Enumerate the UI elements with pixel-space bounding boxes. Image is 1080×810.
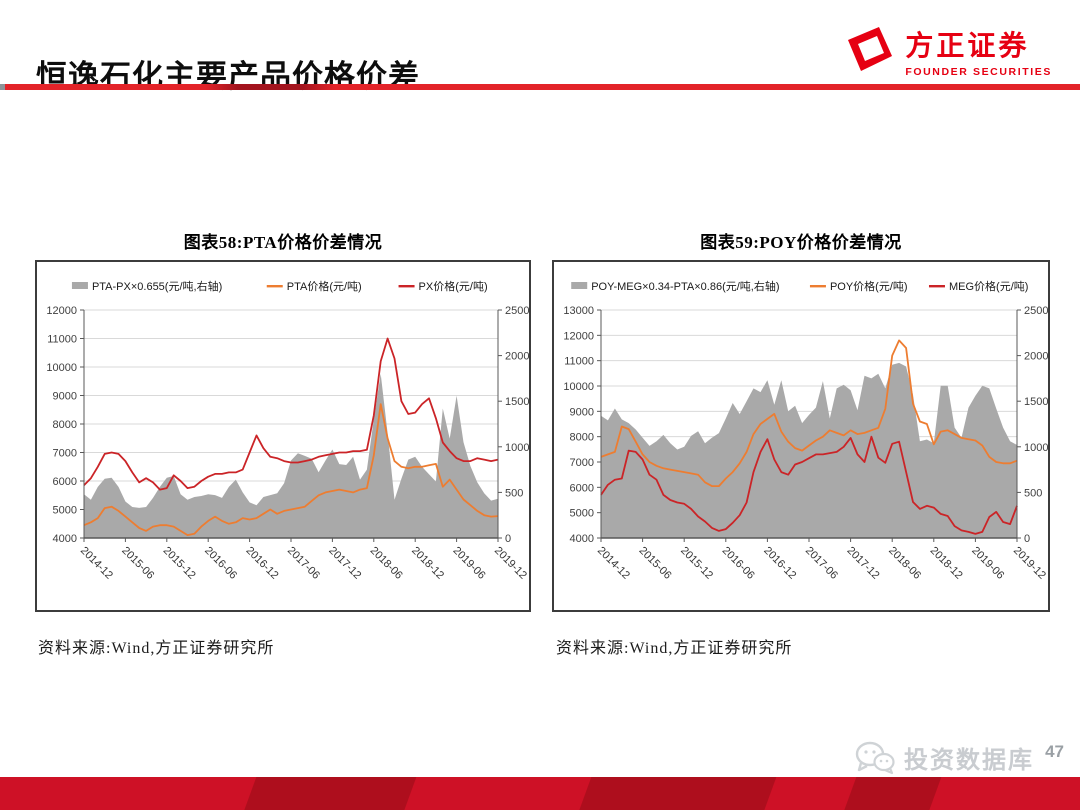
y-axis-label-right: 0 [1024, 533, 1030, 545]
logo-name-en: FOUNDER SECURITIES [905, 66, 1052, 78]
source-note-right: 资料来源:Wind,方正证券研究所 [556, 640, 793, 657]
x-tick-label: 2016-12 [243, 545, 280, 582]
y-axis-label-left: 5000 [53, 505, 77, 517]
legend-swatch [928, 285, 945, 288]
x-tick-label: 2015-12 [678, 545, 715, 582]
y-axis-label-right: 500 [505, 487, 523, 499]
x-tick-label: 2019-12 [1011, 545, 1048, 582]
watermark: 投资数据库 [854, 740, 1034, 775]
y-axis-label-right: 500 [1024, 487, 1042, 499]
y-axis-label-right: 1000 [1024, 442, 1048, 454]
y-axis-label-right: 0 [505, 533, 511, 545]
legend-label: POY价格(元/吨) [830, 279, 908, 293]
x-tick-label: 2019-12 [492, 545, 529, 582]
figure-title-pta: 图表58:PTA价格价差情况 [183, 233, 383, 252]
legend-swatch [71, 282, 88, 289]
y-axis-label-left: 7000 [53, 448, 77, 460]
x-tick-label: 2017-12 [844, 545, 881, 582]
founder-logo-icon [848, 27, 893, 71]
y-axis-label-left: 11000 [564, 356, 594, 368]
y-axis-label-right: 1500 [505, 396, 529, 408]
y-axis-label-left: 11000 [47, 334, 77, 346]
x-tick-label: 2017-12 [326, 545, 363, 582]
y-axis-label-left: 6000 [53, 476, 77, 488]
logo-text: 方正证券 FOUNDER SECURITIES [905, 24, 1052, 78]
legend-swatch [266, 285, 283, 288]
y-axis-label-left: 10000 [46, 362, 77, 374]
x-tick-label: 2017-06 [285, 545, 322, 582]
y-axis-label-left: 9000 [570, 406, 594, 418]
wechat-icon [855, 741, 895, 774]
chart-poy-canvas: 4000500060007000800090001000011000120001… [563, 279, 1048, 582]
y-axis-label-left: 9000 [53, 391, 77, 403]
legend-swatch [398, 285, 415, 288]
y-axis-label-left: 12000 [563, 330, 594, 342]
y-axis-label-right: 2000 [1024, 351, 1048, 363]
x-tick-label: 2016-12 [761, 545, 798, 582]
x-tick-label: 2015-06 [119, 545, 156, 582]
x-tick-label: 2018-12 [928, 545, 965, 582]
legend-label: POY-MEG×0.34-PTA×0.86(元/吨,右轴) [591, 279, 779, 293]
bottom-red-band [0, 777, 1080, 810]
y-axis-label-left: 6000 [570, 482, 594, 494]
y-axis-label-right: 1500 [1024, 396, 1048, 408]
legend-swatch [809, 285, 826, 288]
chart-pta-box: 4000 5000 6000 7000 8000 9000 10000 11000 12000 0… [35, 260, 531, 612]
y-axis-label-right: 2000 [505, 351, 529, 363]
x-tick-label: 2016-06 [720, 545, 757, 582]
legend-label: PTA价格(元/吨) [287, 279, 362, 293]
series-line [83, 337, 499, 491]
band-segment [576, 777, 779, 810]
y-axis-label-left: 7000 [570, 457, 594, 469]
y-axis-label-left: 10000 [563, 381, 594, 393]
y-axis-label-right: 2500 [1024, 305, 1048, 317]
series-line [83, 403, 499, 537]
x-tick-label: 2018-06 [886, 545, 923, 582]
legend-label: PTA-PX×0.655(元/吨,右轴) [92, 279, 222, 293]
series-area [601, 362, 1017, 538]
legend-swatch [571, 282, 588, 289]
page-number: 47 [1045, 742, 1064, 761]
x-tick-label: 2014-12 [595, 545, 632, 582]
band-segment [841, 777, 944, 810]
x-tick-label: 2014-12 [78, 545, 115, 582]
series-area [84, 373, 498, 538]
y-axis-label-left: 8000 [570, 432, 594, 444]
x-tick-label: 2017-06 [803, 545, 840, 582]
x-tick-label: 2019-06 [969, 545, 1006, 582]
x-tick-label: 2016-06 [202, 545, 239, 582]
y-axis-label-left: 13000 [563, 305, 594, 317]
x-tick-label: 2018-06 [368, 545, 405, 582]
y-axis-label-left: 4000 [570, 533, 594, 545]
series-line [600, 435, 1018, 535]
chart-poy-box: 4000 5000 6000 7000 8000 9000 10000 11000 12000 1… [552, 260, 1050, 612]
y-axis-label-left: 8000 [53, 419, 77, 431]
legend-label: PX价格(元/吨) [419, 279, 488, 293]
chart-pta-canvas: 4000 5000 6000 7000 8000 9000 10000 11000 12000 0… [46, 279, 529, 582]
y-axis-label-left: 12000 [46, 305, 77, 317]
founder-securities-logo: 方正证券 FOUNDER SECURITIES [843, 24, 1052, 78]
x-tick-label: 2015-06 [636, 545, 673, 582]
series-line [600, 339, 1018, 488]
figure-title-poy: 图表59:POY价格价差情况 [700, 233, 902, 252]
y-axis-label-left: 4000 [53, 533, 77, 545]
band-segment [241, 777, 419, 810]
title-divider [0, 84, 1080, 90]
x-tick-label: 2019-06 [450, 545, 487, 582]
y-axis-label-right: 2500 [505, 305, 529, 317]
y-axis-label-right: 1000 [505, 442, 529, 454]
legend-label: MEG价格(元/吨) [949, 279, 1028, 293]
source-note-left: 资料来源:Wind,方正证券研究所 [38, 640, 275, 657]
logo-name-cn: 方正证券 [905, 29, 1030, 62]
y-axis-label-left: 5000 [570, 508, 594, 520]
watermark-text: 投资数据库 [904, 747, 1034, 774]
x-tick-label: 2015-12 [161, 545, 198, 582]
x-tick-label: 2018-12 [409, 545, 446, 582]
